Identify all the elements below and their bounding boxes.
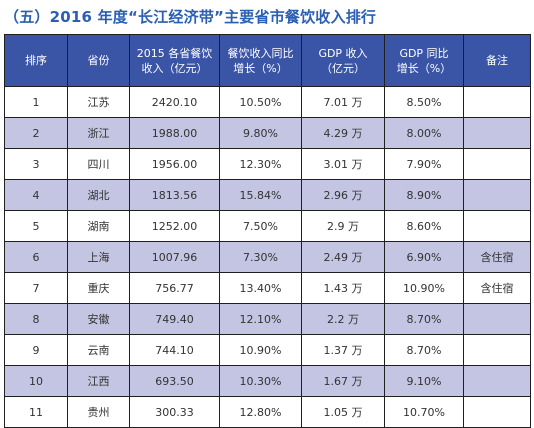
cell-revenue-growth: 10.90% xyxy=(219,334,302,366)
cell-note xyxy=(463,334,531,366)
cell-gdp-growth: 8.50% xyxy=(384,86,464,118)
cell-revenue: 756.77 xyxy=(129,272,220,304)
cell-rank: 7 xyxy=(4,272,68,304)
cell-gdp: 1.05 万 xyxy=(301,396,385,428)
cell-gdp: 2.2 万 xyxy=(301,303,385,335)
table-row: 2 浙江 1988.00 9.80% 4.29 万 8.00% xyxy=(4,117,531,149)
cell-gdp-growth: 10.90% xyxy=(384,272,464,304)
cell-revenue: 2420.10 xyxy=(129,86,220,118)
cell-rank: 11 xyxy=(4,396,68,428)
header-gdp-growth: GDP 同比 增长（%） xyxy=(384,34,464,87)
cell-rank: 9 xyxy=(4,334,68,366)
table-row: 5 湖南 1252.00 7.50% 2.9 万 8.60% xyxy=(4,210,531,242)
ranking-table: 排序 省份 2015 各省餐饮 收入（亿元） 餐饮收入同比 增长（%） GDP … xyxy=(4,34,531,428)
cell-province: 重庆 xyxy=(67,272,130,304)
cell-revenue: 693.50 xyxy=(129,365,220,397)
cell-province: 湖南 xyxy=(67,210,130,242)
cell-note xyxy=(463,210,531,242)
cell-note: 含住宿 xyxy=(463,241,531,273)
cell-gdp: 2.9 万 xyxy=(301,210,385,242)
cell-gdp: 7.01 万 xyxy=(301,86,385,118)
cell-revenue: 1813.56 xyxy=(129,179,220,211)
cell-gdp: 1.43 万 xyxy=(301,272,385,304)
table-row: 8 安徽 749.40 12.10% 2.2 万 8.70% xyxy=(4,303,531,335)
header-rank: 排序 xyxy=(4,34,68,87)
cell-gdp-growth: 8.90% xyxy=(384,179,464,211)
header-province: 省份 xyxy=(67,34,130,87)
cell-province: 云南 xyxy=(67,334,130,366)
cell-gdp-growth: 8.70% xyxy=(384,303,464,335)
page-title: （五）2016 年度“长江经济带”主要省市餐饮收入排行 xyxy=(4,8,377,26)
header-revenue: 2015 各省餐饮 收入（亿元） xyxy=(129,34,220,87)
cell-gdp-growth: 8.70% xyxy=(384,334,464,366)
cell-rank: 10 xyxy=(4,365,68,397)
cell-revenue-growth: 13.40% xyxy=(219,272,302,304)
cell-province: 浙江 xyxy=(67,117,130,149)
cell-rank: 6 xyxy=(4,241,68,273)
header-gdp: GDP 收入 （亿元） xyxy=(301,34,385,87)
cell-gdp: 4.29 万 xyxy=(301,117,385,149)
cell-revenue: 1007.96 xyxy=(129,241,220,273)
cell-gdp-growth: 10.70% xyxy=(384,396,464,428)
table-header-row: 排序 省份 2015 各省餐饮 收入（亿元） 餐饮收入同比 增长（%） GDP … xyxy=(4,34,531,87)
cell-note xyxy=(463,179,531,211)
cell-province: 江西 xyxy=(67,365,130,397)
cell-note xyxy=(463,303,531,335)
cell-gdp-growth: 8.00% xyxy=(384,117,464,149)
cell-note xyxy=(463,117,531,149)
table-row: 7 重庆 756.77 13.40% 1.43 万 10.90% 含住宿 xyxy=(4,272,531,304)
cell-rank: 1 xyxy=(4,86,68,118)
cell-revenue-growth: 7.30% xyxy=(219,241,302,273)
table-row: 6 上海 1007.96 7.30% 2.49 万 6.90% 含住宿 xyxy=(4,241,531,273)
cell-revenue-growth: 12.80% xyxy=(219,396,302,428)
cell-province: 贵州 xyxy=(67,396,130,428)
cell-revenue-growth: 7.50% xyxy=(219,210,302,242)
cell-revenue: 744.10 xyxy=(129,334,220,366)
cell-note xyxy=(463,365,531,397)
cell-gdp-growth: 6.90% xyxy=(384,241,464,273)
cell-gdp-growth: 8.60% xyxy=(384,210,464,242)
table-row: 11 贵州 300.33 12.80% 1.05 万 10.70% xyxy=(4,396,531,428)
table-row: 3 四川 1956.00 12.30% 3.01 万 7.90% xyxy=(4,148,531,180)
cell-rank: 5 xyxy=(4,210,68,242)
cell-gdp: 3.01 万 xyxy=(301,148,385,180)
cell-province: 江苏 xyxy=(67,86,130,118)
table-row: 1 江苏 2420.10 10.50% 7.01 万 8.50% xyxy=(4,86,531,118)
cell-gdp-growth: 7.90% xyxy=(384,148,464,180)
cell-rank: 2 xyxy=(4,117,68,149)
cell-rank: 8 xyxy=(4,303,68,335)
cell-note xyxy=(463,148,531,180)
cell-revenue-growth: 9.80% xyxy=(219,117,302,149)
table-row: 9 云南 744.10 10.90% 1.37 万 8.70% xyxy=(4,334,531,366)
cell-province: 湖北 xyxy=(67,179,130,211)
header-revenue-growth: 餐饮收入同比 增长（%） xyxy=(219,34,302,87)
cell-revenue: 1956.00 xyxy=(129,148,220,180)
table-row: 4 湖北 1813.56 15.84% 2.96 万 8.90% xyxy=(4,179,531,211)
cell-gdp: 2.49 万 xyxy=(301,241,385,273)
cell-revenue-growth: 10.50% xyxy=(219,86,302,118)
cell-province: 安徽 xyxy=(67,303,130,335)
cell-revenue: 300.33 xyxy=(129,396,220,428)
cell-revenue: 1988.00 xyxy=(129,117,220,149)
cell-revenue-growth: 10.30% xyxy=(219,365,302,397)
cell-rank: 3 xyxy=(4,148,68,180)
cell-province: 四川 xyxy=(67,148,130,180)
cell-revenue: 1252.00 xyxy=(129,210,220,242)
cell-note xyxy=(463,396,531,428)
cell-gdp: 2.96 万 xyxy=(301,179,385,211)
cell-rank: 4 xyxy=(4,179,68,211)
cell-revenue-growth: 12.30% xyxy=(219,148,302,180)
cell-note: 含住宿 xyxy=(463,272,531,304)
cell-province: 上海 xyxy=(67,241,130,273)
cell-gdp: 1.37 万 xyxy=(301,334,385,366)
cell-revenue-growth: 15.84% xyxy=(219,179,302,211)
cell-gdp-growth: 9.10% xyxy=(384,365,464,397)
cell-revenue: 749.40 xyxy=(129,303,220,335)
header-note: 备注 xyxy=(463,34,531,87)
cell-note xyxy=(463,86,531,118)
cell-gdp: 1.67 万 xyxy=(301,365,385,397)
cell-revenue-growth: 12.10% xyxy=(219,303,302,335)
table-row: 10 江西 693.50 10.30% 1.67 万 9.10% xyxy=(4,365,531,397)
